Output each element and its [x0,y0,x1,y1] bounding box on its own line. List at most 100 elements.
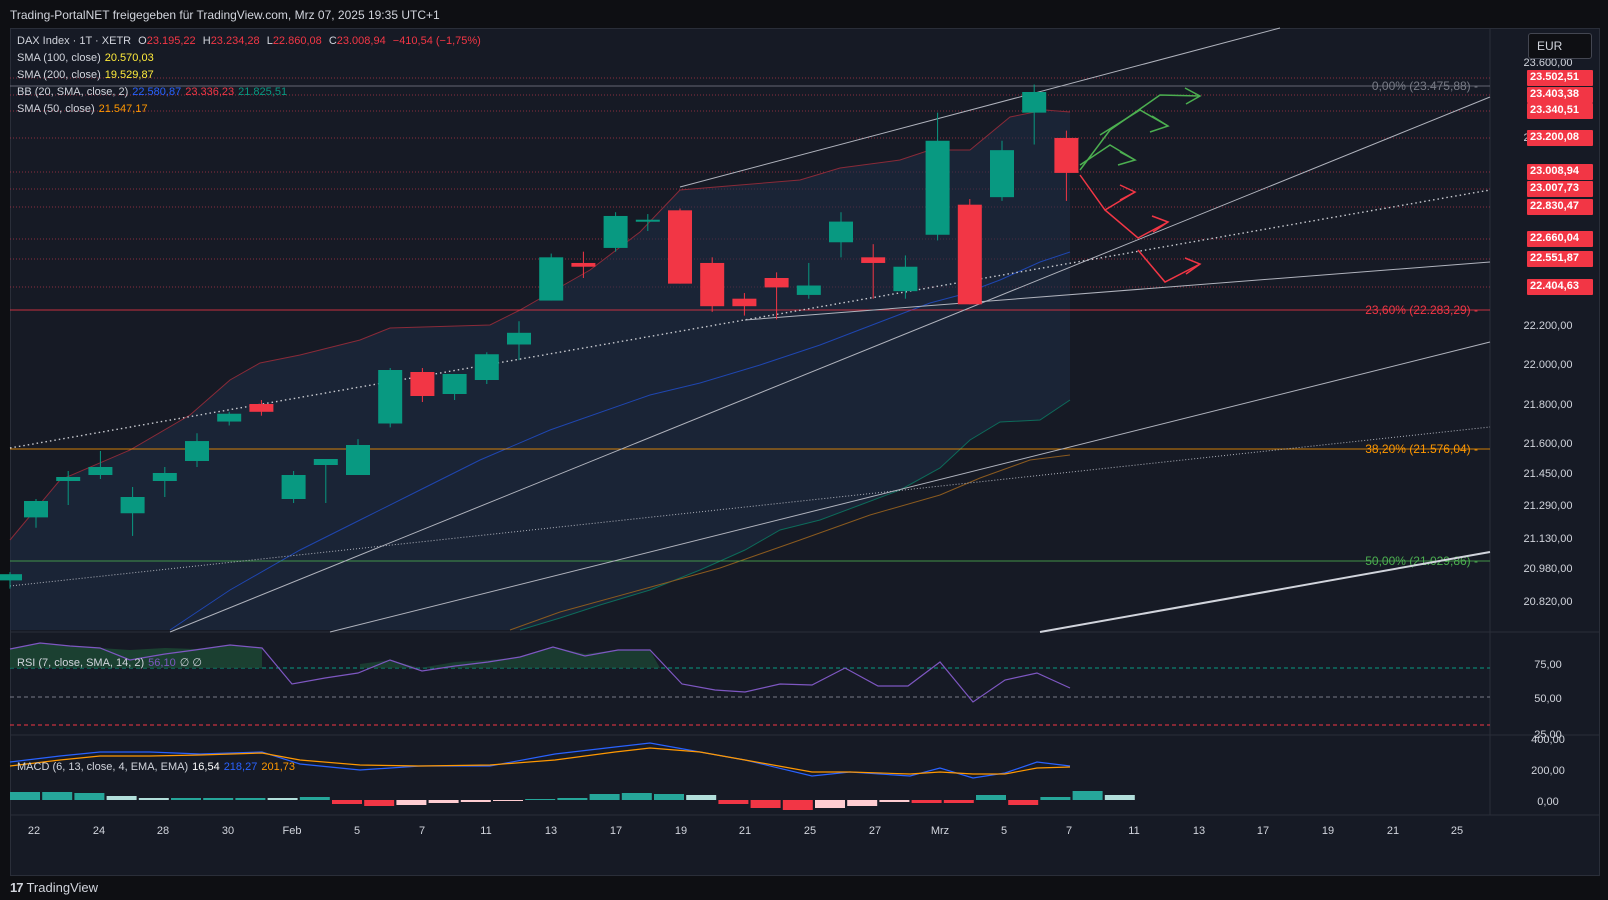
scenario-arrowhead [1184,257,1202,275]
price-tick-label: 21.600,00 [1524,438,1573,450]
candle-body [764,278,789,288]
candle [507,321,531,361]
price-tick-label: 21.130,00 [1524,533,1573,545]
legend-high: 23.234,28 [210,35,260,47]
price-axis-label: 22.551,87 [1527,251,1593,267]
time-tick-label: 27 [869,825,881,837]
time-tick-label: 25 [1451,825,1463,837]
candle-body [861,257,886,263]
macd-histogram-bar [750,800,781,808]
macd-histogram-bar [654,794,684,800]
sma50-line [509,454,1071,631]
candle-body [442,374,467,394]
macd-histogram-bar [396,800,427,805]
candle [861,244,886,299]
macd-histogram-bar [138,798,169,800]
price-tick-label: 21.290,00 [1524,500,1573,512]
price-axis-label: 22.660,04 [1527,231,1593,247]
candle-body [410,372,435,396]
price-axis-label: 23.007,73 [1527,181,1593,197]
legend-sma100: SMA (100, close) 20.570,03 [17,52,158,64]
macd-histogram-bar [203,798,234,800]
rsi-overbought-fill [360,647,660,668]
candle [603,212,628,252]
trend-line [9,189,1491,449]
macd-label: MACD (6, 13, close, 4, EMA, EMA) [17,761,189,773]
macd-histogram-bar [171,798,201,800]
bb-up-value: 23.336,23 [185,86,235,98]
trend-line [679,27,1281,188]
time-tick-label: 5 [1001,825,1007,837]
candle [120,487,145,536]
macd-histogram-bar [267,798,298,800]
price-axis-label: 23.403,38 [1527,87,1593,103]
scenario-arrow [1099,109,1169,136]
currency-button[interactable]: EUR [1528,33,1592,59]
time-tick-label: 24 [93,825,105,837]
top-bar: Trading-PortalNET freigegeben für Tradin… [0,0,1608,28]
time-tick-label: 21 [1387,825,1399,837]
candle-body [668,210,692,284]
time-tick-label: 19 [1322,825,1334,837]
main-legend: DAX Index · 1T · XETR O23.195,22 H23.234… [17,35,485,47]
candle [378,368,403,428]
candle-body [732,298,757,307]
tradingview-logo-icon: 17 [10,880,24,895]
rsi-label: RSI (7, close, SMA, 14, 2) [17,657,145,669]
candle-body [120,497,145,514]
legend-symbol: DAX Index · 1T · XETR [17,35,132,47]
candle-body [571,262,596,267]
candle [217,411,242,426]
bottom-bar: 17 TradingView [0,876,1608,900]
candle-body [925,140,950,235]
candle [346,439,370,475]
macd-histogram-bar [782,800,813,810]
legend-sma50: SMA (50, close) 21.547,17 [17,103,152,115]
candle [24,499,48,528]
bollinger-lower-line [519,399,1071,631]
macd-line-value: 218,27 [223,761,258,773]
macd-histogram-bar [10,792,40,800]
time-tick-label: Mrz [931,825,949,837]
candle [957,199,982,305]
candle-body [346,445,370,475]
candle-body [217,413,242,422]
macd-histogram-bar [235,798,266,800]
price-tick-label: 23.600,00 [1524,57,1573,69]
legend-l-label: L [266,35,273,47]
rsi-extra: ∅ ∅ [179,657,202,669]
macd-histogram-bar [1072,791,1103,800]
candle [1054,130,1079,201]
candle [732,293,757,316]
trend-line [169,96,1491,633]
candle [764,272,789,320]
time-tick-label: 19 [675,825,687,837]
trend-line [329,341,1491,633]
candle [88,451,113,479]
rsi-tick-label: 25,00 [1534,729,1562,741]
candle [635,214,660,231]
candle-body [24,501,48,518]
fib-level-label: 50,00% (21.029,86) - [1365,554,1478,568]
candle-body [700,262,725,307]
macd-tick-label: 400,00 [1531,734,1565,746]
macd-histogram-bar [460,800,491,802]
scenario-arrow [1079,174,1136,211]
rsi-legend: RSI (7, close, SMA, 14, 2) 56,10 ∅ ∅ [17,656,206,669]
price-tick-label: 22.000,00 [1524,359,1573,371]
tradingview-logo: 17 TradingView [10,880,98,895]
candle [474,352,499,384]
bb-label: BB (20, SMA, close, 2) [17,86,129,98]
fib-level-label: 0,00% (23.475,88) - [1372,79,1478,93]
sma200-value: 19.529,87 [104,69,154,81]
candle-body [1022,92,1047,113]
candle [281,471,306,503]
price-axis-label: 22.830,47 [1527,199,1593,215]
macd-histogram-bar [525,799,556,800]
candle [829,212,853,258]
time-tick-label: 22 [28,825,40,837]
candle-body [281,475,306,499]
macd-histogram-bar [299,797,330,800]
macd-histogram-bar [364,800,395,806]
